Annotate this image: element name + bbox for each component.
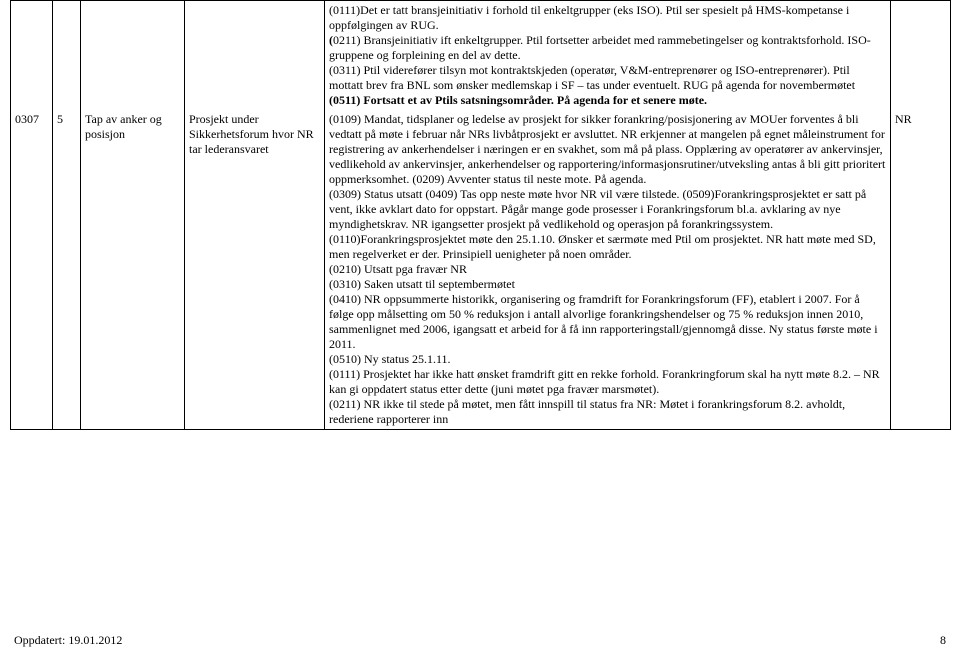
cell-id bbox=[11, 1, 53, 111]
cell-num: 5 bbox=[53, 110, 81, 430]
body-line: (0111) Prosjektet har ikke hatt ønsket f… bbox=[329, 367, 880, 396]
cell-num bbox=[53, 1, 81, 111]
cell-owner: NR bbox=[891, 110, 951, 430]
page-footer: Oppdatert: 19.01.2012 8 bbox=[14, 633, 946, 648]
body-line: (0110)Forankringsprosjektet møte den 25.… bbox=[329, 232, 876, 261]
body-line: (0109) Mandat, tidsplaner og ledelse av … bbox=[329, 112, 885, 186]
page: (0111)Det er tatt bransjeinitiativ i for… bbox=[0, 0, 960, 654]
footer-page-number: 8 bbox=[940, 633, 946, 648]
table-row: 0307 5 Tap av anker og posisjon Prosjekt… bbox=[11, 110, 951, 430]
body-line: (0311) Ptil viderefører tilsyn mot kontr… bbox=[329, 63, 855, 92]
cell-id: 0307 bbox=[11, 110, 53, 430]
cell-body: (0111)Det er tatt bransjeinitiativ i for… bbox=[325, 1, 891, 111]
footer-updated: Oppdatert: 19.01.2012 bbox=[14, 633, 122, 648]
body-line: (0211) NR ikke til stede på møtet, men f… bbox=[329, 397, 845, 426]
body-line: (0410) NR oppsummerte historikk, organis… bbox=[329, 292, 878, 351]
document-table: (0111)Det er tatt bransjeinitiativ i for… bbox=[10, 0, 951, 430]
cell-title: Tap av anker og posisjon bbox=[81, 110, 185, 430]
cell-title bbox=[81, 1, 185, 111]
cell-project bbox=[185, 1, 325, 111]
cell-project: Prosjekt under Sikkerhetsforum hvor NR t… bbox=[185, 110, 325, 430]
table-row: (0111)Det er tatt bransjeinitiativ i for… bbox=[11, 1, 951, 111]
cell-owner bbox=[891, 1, 951, 111]
body-line: (0210) Utsatt pga fravær NR bbox=[329, 262, 467, 276]
body-line-bold: (0511) Fortsatt et av Ptils satsningsomr… bbox=[329, 93, 707, 107]
body-line: (0510) Ny status 25.1.11. bbox=[329, 352, 451, 366]
cell-body: (0109) Mandat, tidsplaner og ledelse av … bbox=[325, 110, 891, 430]
body-line: (0309) Status utsatt (0409) Tas opp nest… bbox=[329, 187, 866, 231]
body-line: 0211) Bransjeinitiativ ift enkeltgrupper… bbox=[329, 33, 871, 62]
body-line: (0111)Det er tatt bransjeinitiativ i for… bbox=[329, 3, 849, 32]
body-line: (0310) Saken utsatt til septembermøtet bbox=[329, 277, 515, 291]
